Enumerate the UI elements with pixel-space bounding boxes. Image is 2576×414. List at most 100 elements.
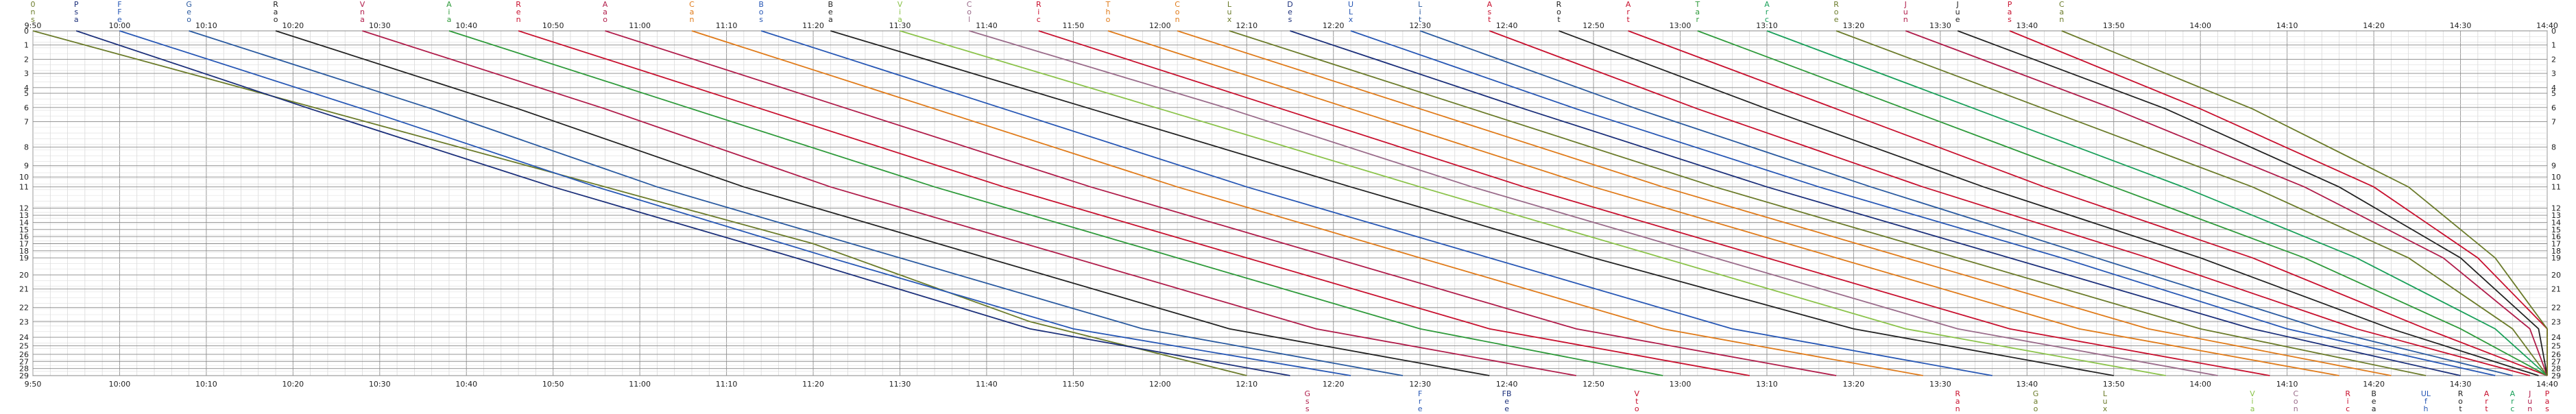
time-tick-bottom: 11:30 (889, 380, 911, 389)
train-code-top: s (1487, 8, 1491, 16)
train-code-top: a (74, 15, 79, 24)
train-line (2009, 30, 2548, 376)
time-tick-bottom: 13:20 (1843, 380, 1865, 389)
train-code-top: 0 (31, 0, 36, 9)
train-code-top: V (898, 0, 903, 9)
train-code-top: L (1227, 0, 1232, 9)
station-label-left: 13 (19, 211, 29, 220)
time-tick-top: 14:10 (2276, 21, 2298, 30)
train-code-bottom: A (2484, 389, 2490, 398)
station-label-right: 21 (2551, 285, 2561, 294)
train-code-top: e (117, 15, 122, 24)
time-tick-top: 13:10 (1756, 21, 1778, 30)
train-code-top: U (1348, 0, 1353, 9)
train-code-top: a (898, 15, 902, 24)
train-code-bottom: n (2527, 404, 2532, 411)
train-line (362, 30, 1576, 376)
train-code-top: o (1106, 15, 1111, 24)
station-label-left: 27 (19, 357, 29, 366)
time-tick-bottom: 10:30 (369, 380, 391, 389)
train-code-top: e (828, 8, 833, 16)
train-code-top: R (1833, 0, 1839, 9)
train-code-bottom: G (1305, 389, 1311, 398)
station-label-left: 22 (19, 304, 29, 313)
train-code-top: o (603, 15, 607, 24)
station-label-right: 15 (2551, 226, 2561, 234)
train-line (1835, 30, 2548, 376)
station-label-right: 18 (2551, 247, 2561, 256)
train-code-top: P (2008, 0, 2012, 9)
train-line (32, 30, 1247, 376)
train-line (900, 30, 2166, 376)
train-code-top: e (1288, 8, 1292, 16)
station-label-right: 8 (2551, 143, 2556, 152)
train-code-top: s (74, 8, 78, 16)
station-label-left: 2 (24, 55, 29, 64)
train-line (448, 30, 1663, 376)
train-code-top: o (1556, 8, 1561, 16)
train-code-bottom: V (2250, 389, 2255, 398)
station-label-right: 26 (2551, 350, 2561, 359)
train-line (1697, 30, 2548, 376)
train-code-top: n (516, 15, 521, 24)
train-line (760, 30, 1993, 376)
train-code-top: o (967, 8, 972, 16)
train-code-bottom: t (2459, 404, 2462, 411)
train-code-top: u (1955, 8, 1960, 16)
train-code-top: a (2008, 8, 2012, 16)
station-label-left: 19 (19, 254, 29, 263)
station-label-right: 23 (2551, 317, 2561, 326)
time-tick-bottom: 13:30 (1929, 380, 1951, 389)
train-code-top: J (1956, 0, 1959, 9)
train-code-top: a (603, 8, 607, 16)
train-code-top: R (273, 0, 278, 9)
train-code-top: A (603, 0, 608, 9)
train-code-bottom: o (2294, 397, 2298, 406)
station-label-right: 11 (2551, 183, 2561, 192)
train-code-top: n (360, 8, 365, 16)
time-tick-top: 10:00 (109, 21, 131, 30)
station-label-left: 0 (24, 27, 29, 36)
time-tick-top: 11:30 (889, 21, 911, 30)
time-tick-top: 14:00 (2189, 21, 2211, 30)
train-code-bottom: u (2527, 397, 2532, 406)
time-tick-bottom: 11:40 (976, 380, 998, 389)
train-code-top: B (758, 0, 764, 9)
station-label-right: 19 (2551, 254, 2561, 263)
train-code-top: a (1695, 8, 1700, 16)
train-line (119, 30, 1351, 376)
train-code-top: L (1418, 0, 1423, 9)
station-label-right: 17 (2551, 239, 2561, 248)
train-line (1350, 30, 2496, 376)
station-label-right: 25 (2551, 342, 2561, 351)
train-code-top: o (274, 15, 278, 24)
train-code-bottom: s (2545, 404, 2549, 411)
train-line (691, 30, 1923, 376)
train-code-bottom: r (1419, 397, 1422, 406)
train-code-top: h (1105, 8, 1110, 16)
time-tick-top: 13:40 (2016, 21, 2038, 30)
train-code-top: i (899, 8, 901, 16)
train-code-top: a (828, 15, 833, 24)
station-label-left: 28 (19, 365, 29, 374)
time-tick-bottom: 14:40 (2536, 380, 2558, 389)
time-tick-top: 14:30 (2450, 21, 2472, 30)
station-label-right: 14 (2551, 218, 2561, 227)
train-code-top: R (1556, 0, 1562, 9)
train-code-bottom: R (1955, 389, 1960, 398)
train-line (2061, 30, 2548, 376)
station-label-right: 20 (2551, 271, 2561, 280)
train-line (1957, 30, 2548, 376)
train-code-top: l (968, 15, 970, 24)
train-code-top: s (1288, 15, 1292, 24)
time-tick-bottom: 14:10 (2276, 380, 2298, 389)
time-tick-bottom: 13:10 (1756, 380, 1778, 389)
time-tick-top: 12:00 (1149, 21, 1171, 30)
time-tick-bottom: 12:00 (1149, 380, 1171, 389)
station-label-right: 29 (2551, 372, 2561, 380)
time-tick-bottom: 11:50 (1063, 380, 1085, 389)
train-code-bottom: a (2250, 404, 2255, 411)
time-tick-bottom: 12:20 (1323, 380, 1345, 389)
train-code-top: n (1175, 15, 1180, 24)
